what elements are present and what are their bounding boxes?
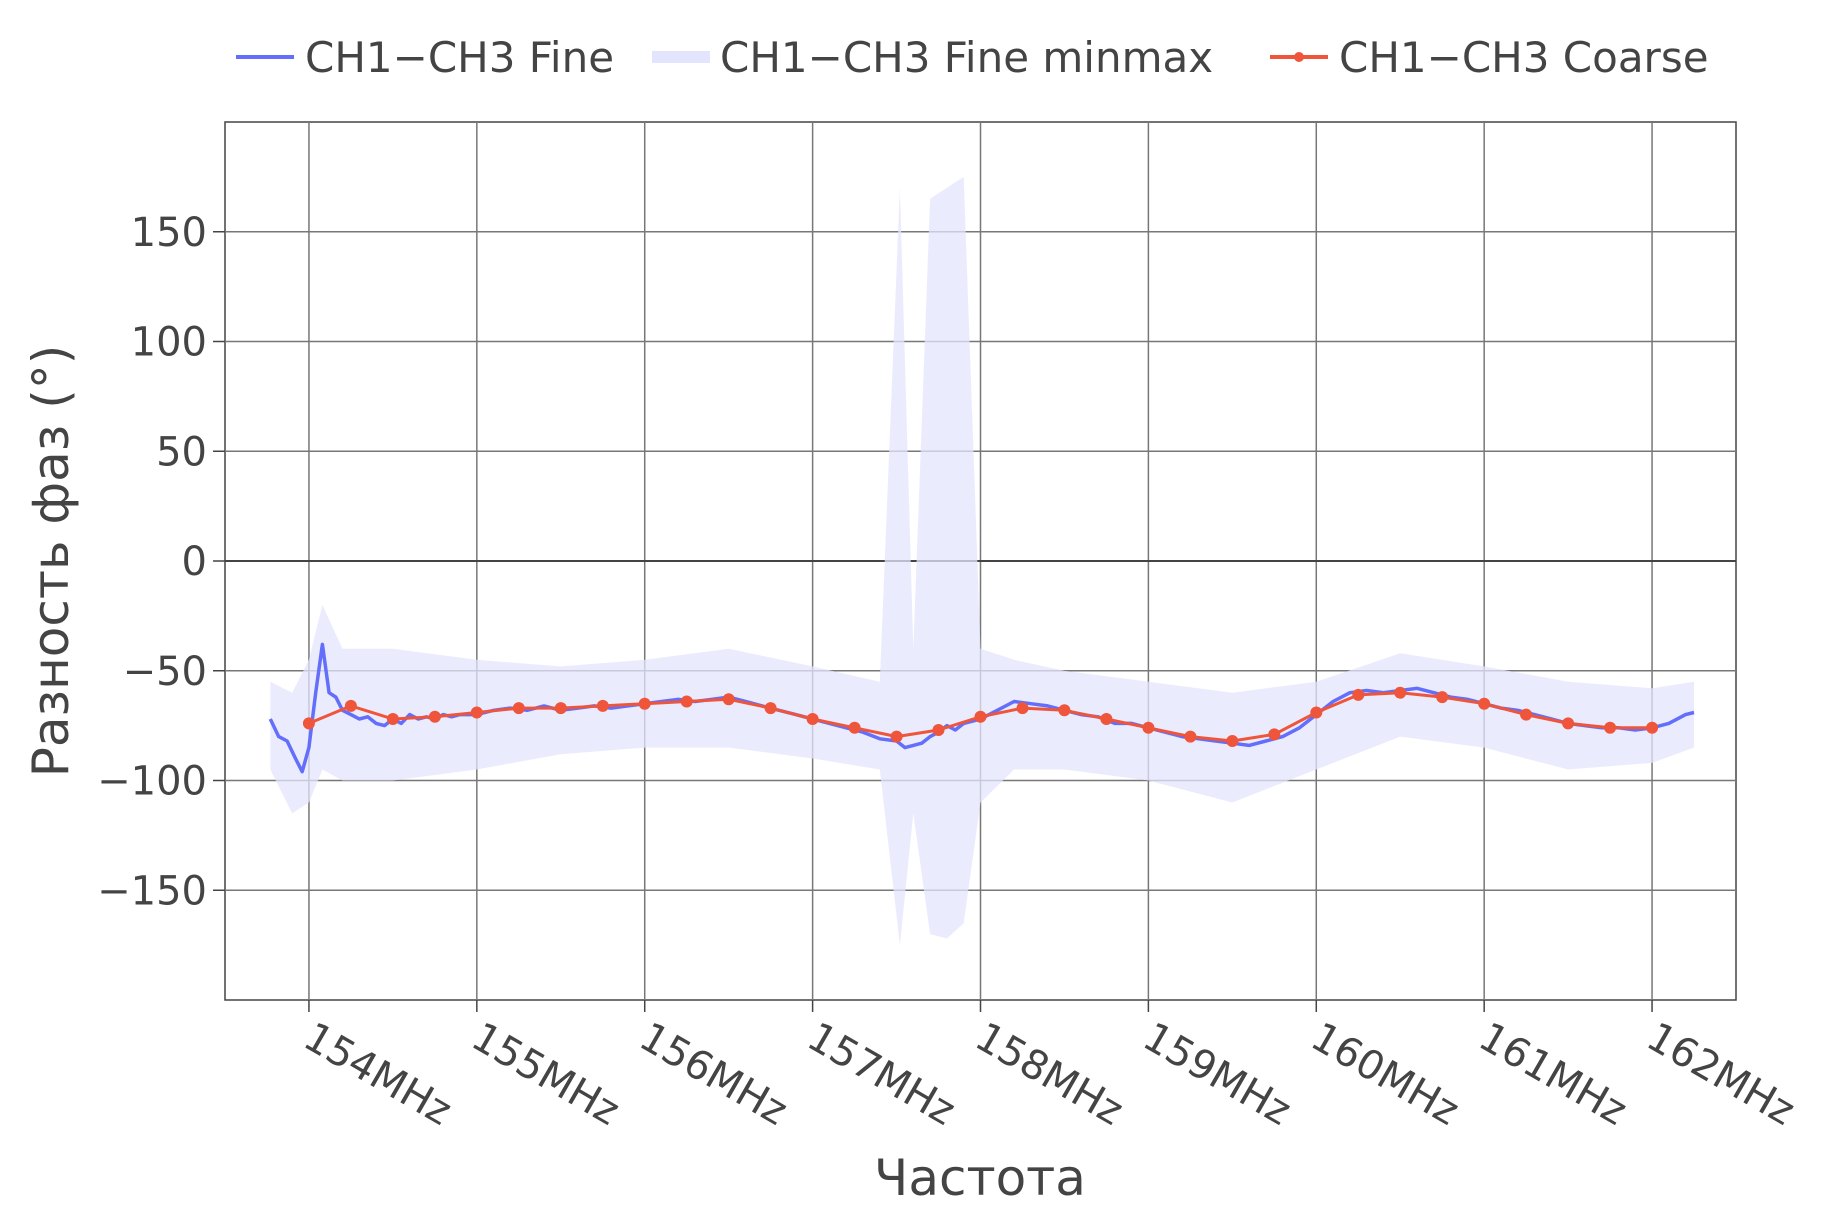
coarse-point — [680, 695, 693, 708]
coarse-point — [1226, 735, 1239, 747]
coarse-point — [722, 693, 735, 706]
y-tick-label: −150 — [97, 868, 207, 914]
coarse-point — [344, 699, 357, 712]
y-tick-label: −50 — [123, 649, 207, 695]
coarse-point — [1352, 688, 1365, 701]
fine-series-line — [268, 642, 1695, 774]
y-axis-title: Разность фаз (°) — [22, 345, 80, 778]
coarse-point — [1394, 686, 1407, 699]
coarse-point — [890, 730, 903, 743]
coarse-point — [1478, 697, 1491, 710]
legend[interactable]: CH1−CH3 Fine CH1−CH3 Fine minmax CH1−CH3… — [236, 33, 1709, 82]
coarse-point — [1436, 691, 1449, 704]
y-tick-label: 0 — [182, 539, 207, 585]
legend-item-coarse[interactable]: CH1−CH3 Coarse — [1270, 33, 1709, 82]
coarse-point — [848, 721, 861, 734]
coarse-point — [764, 702, 777, 715]
coarse-point — [1562, 717, 1575, 730]
coarse-point — [554, 702, 567, 715]
coarse-point — [1604, 721, 1617, 734]
y-tick-label: −100 — [97, 759, 207, 805]
coarse-point — [1520, 708, 1533, 721]
coarse-point — [806, 713, 819, 725]
fine-minmax-band-layer — [270, 176, 1694, 946]
coarse-point — [1268, 728, 1281, 741]
coarse-point — [1058, 704, 1071, 717]
legend-swatch-fine-minmax — [652, 51, 710, 63]
y-tick-label: 100 — [131, 320, 207, 366]
coarse-point — [1016, 702, 1029, 715]
coarse-point — [596, 699, 609, 712]
coarse-point — [974, 710, 987, 723]
coarse-point — [1142, 721, 1155, 734]
y-tick-label: 150 — [131, 210, 207, 256]
coarse-series-layer — [302, 686, 1659, 747]
legend-label-coarse: CH1−CH3 Coarse — [1339, 33, 1709, 82]
coarse-point — [512, 702, 525, 715]
coarse-point — [1184, 730, 1197, 743]
coarse-point — [1646, 721, 1659, 734]
legend-item-fine[interactable]: CH1−CH3 Fine — [236, 33, 614, 82]
legend-swatch-coarse-marker — [1294, 52, 1304, 62]
legend-label-fine-minmax: CH1−CH3 Fine minmax — [720, 33, 1213, 82]
fine-series-layer — [268, 642, 1695, 774]
coarse-point — [302, 717, 315, 730]
plot-area — [224, 121, 1737, 1001]
coarse-point — [470, 706, 483, 719]
legend-item-fine-minmax[interactable]: CH1−CH3 Fine minmax — [652, 33, 1213, 82]
x-axis-title: Частота — [874, 1149, 1086, 1207]
coarse-point — [428, 710, 441, 723]
y-tick-label: 50 — [156, 429, 207, 475]
coarse-point — [1100, 713, 1113, 725]
coarse-point — [932, 724, 945, 736]
coarse-point — [638, 697, 651, 710]
coarse-point — [1310, 706, 1323, 719]
coarse-point — [386, 713, 399, 725]
legend-label-fine: CH1−CH3 Fine — [305, 33, 614, 82]
fine-minmax-band — [270, 176, 1694, 946]
